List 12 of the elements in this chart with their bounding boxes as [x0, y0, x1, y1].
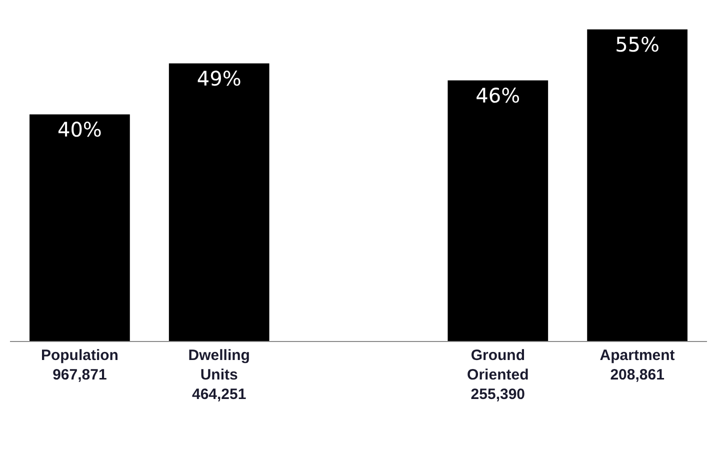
data-label: 55%: [615, 32, 660, 56]
bar: [168, 63, 270, 341]
bar: [30, 114, 130, 341]
x-tick-label: Dwelling Units 464,251: [188, 347, 250, 403]
data-label: 46%: [476, 83, 520, 108]
x-tick-label: Apartment 208,861: [600, 347, 675, 384]
x-tick-label: Population 967,871: [40, 347, 118, 384]
data-label: 40%: [57, 117, 102, 142]
bar: [587, 29, 688, 341]
x-tick-label: Ground Oriented 255,390: [467, 347, 529, 403]
bar: [448, 80, 548, 341]
data-label: 49%: [196, 66, 242, 90]
